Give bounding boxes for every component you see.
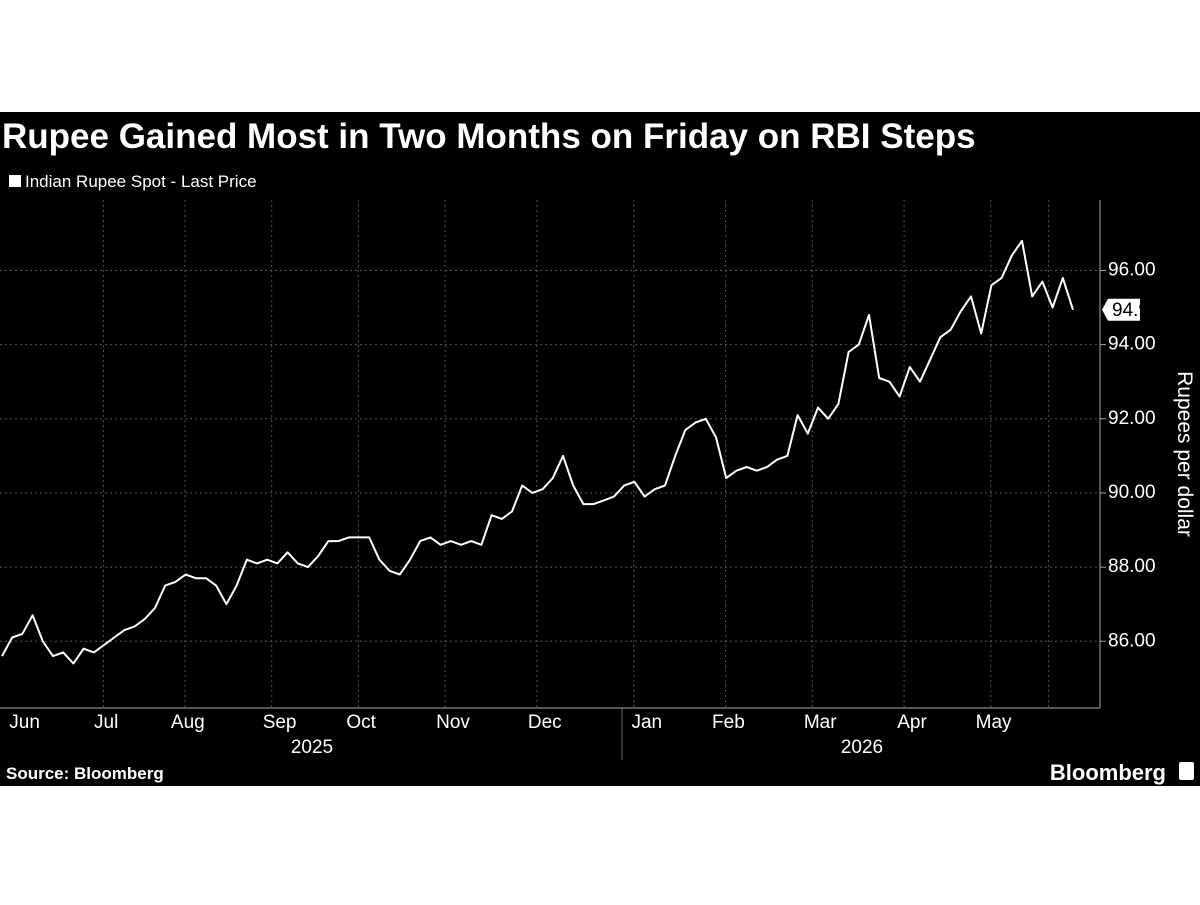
x-tick-label: Apr xyxy=(897,712,927,733)
brand: Bloomberg xyxy=(1050,760,1166,785)
line xyxy=(1,239,1074,665)
x-tick-label: Aug xyxy=(171,712,205,733)
y-tick-label: 92.00 xyxy=(1108,408,1156,429)
x-tick-label: Oct xyxy=(346,712,376,733)
last-value-box xyxy=(1102,298,1140,321)
chart-title: Rupee Gained Most in Two Months on Frida… xyxy=(2,117,976,156)
x-tick-label: Dec xyxy=(528,712,562,733)
year-label: 2026 xyxy=(841,737,883,758)
x-tick-label: May xyxy=(976,712,1012,733)
last-value-label: 94.94 xyxy=(1112,300,1160,321)
y-tick-label: 96.00 xyxy=(1108,259,1156,280)
source: Source: Bloomberg xyxy=(6,764,164,783)
year-label: 2025 xyxy=(291,737,333,758)
brand-icon xyxy=(1179,762,1194,780)
y-tick-label: 88.00 xyxy=(1108,556,1156,577)
y-tick-label: 94.00 xyxy=(1108,334,1156,355)
y-tick-label: 90.00 xyxy=(1108,482,1156,503)
background xyxy=(0,112,1200,786)
x-tick-label: Nov xyxy=(436,712,470,733)
legend-swatch xyxy=(9,175,21,187)
legend-label: Indian Rupee Spot - Last Price xyxy=(25,172,257,191)
x-tick-label: Feb xyxy=(712,712,745,733)
y-axis-label: Rupees per dollar xyxy=(1173,371,1196,537)
x-tick-label: Mar xyxy=(804,712,837,733)
x-tick-label: Jul xyxy=(94,712,118,733)
x-tick-label: Sep xyxy=(263,712,297,733)
x-tick-label: Jun xyxy=(9,712,40,733)
x-tick-label: Jan xyxy=(631,712,662,733)
y-tick-label: 86.00 xyxy=(1108,630,1156,651)
